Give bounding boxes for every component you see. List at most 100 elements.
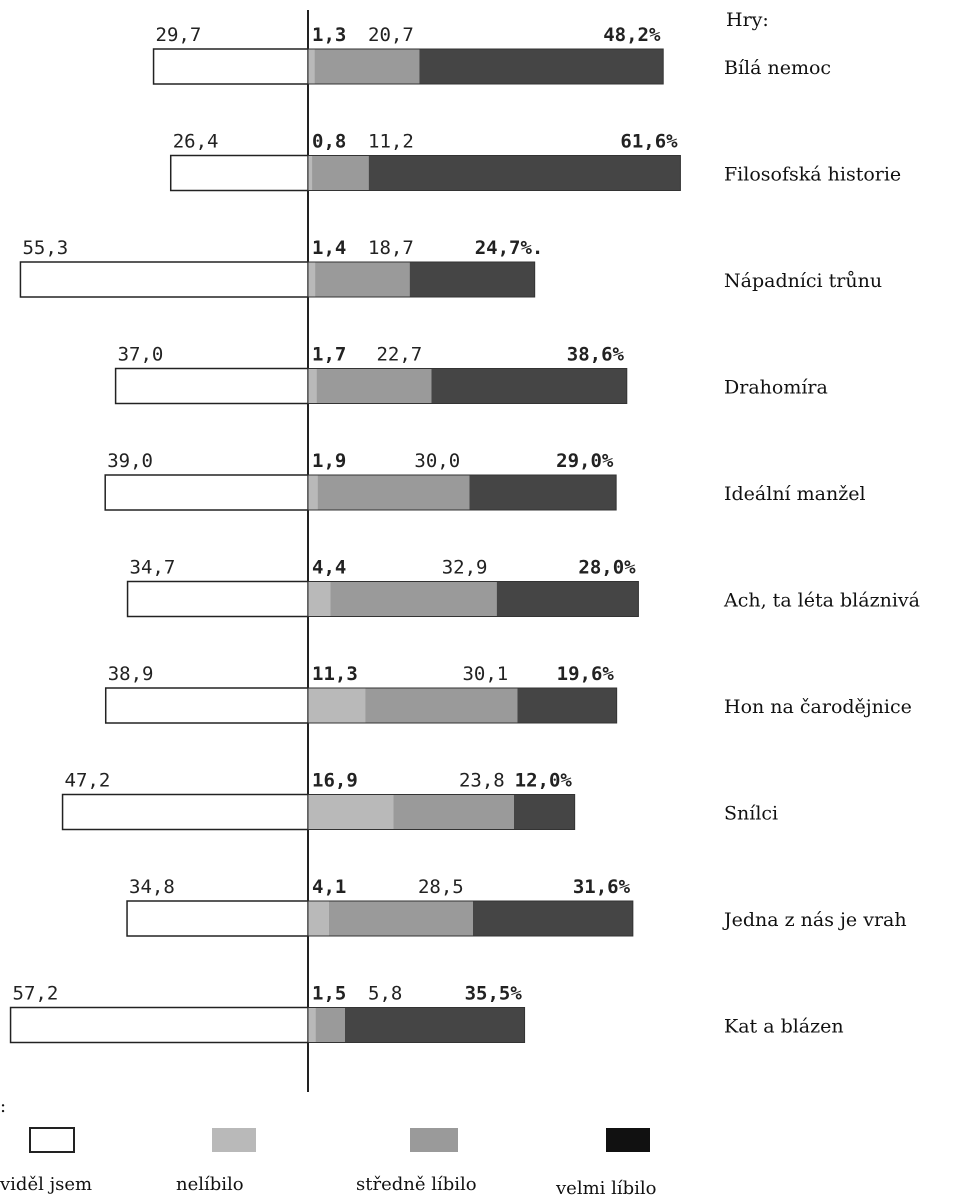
legend-swatch	[606, 1128, 650, 1152]
bar-liked	[513, 794, 575, 830]
category-label: Bílá nemoc	[724, 57, 831, 79]
bar-seen	[114, 367, 309, 405]
label-medium: 30,1	[462, 663, 508, 685]
category-label: Drahomíra	[724, 377, 828, 399]
bar-seen	[61, 793, 309, 831]
bar-seen	[19, 261, 309, 298]
legend-label: viděl jsem	[0, 1174, 92, 1195]
label-disliked: 0,8	[312, 131, 346, 153]
legend-label: nelíbilo	[176, 1174, 244, 1195]
bar-disliked	[308, 1007, 316, 1043]
bar-liked	[409, 262, 535, 297]
label-medium: 23,8	[459, 770, 505, 792]
category-label: Ideální manžel	[724, 483, 866, 505]
bar-row: 57,2 1,5 5,8 35,5% Kat a blázen	[9, 983, 844, 1044]
bar-disliked	[308, 901, 329, 936]
bar-row: 47,2 16,9 23,8 12,0% Snílci	[61, 770, 778, 831]
label-liked: 61,6%	[620, 131, 678, 153]
label-seen: 39,0	[107, 450, 153, 472]
bar-outline	[307, 794, 576, 830]
label-disliked: 16,9	[312, 770, 358, 792]
category-label: Snílci	[724, 803, 778, 825]
label-seen: 26,4	[173, 131, 219, 153]
bar-outline	[307, 581, 639, 617]
label-liked: 12,0%	[515, 770, 573, 792]
label-medium: 30,0	[414, 450, 460, 472]
bar-disliked	[308, 688, 366, 723]
bar-disliked	[308, 49, 315, 84]
bar-outline	[307, 1007, 526, 1043]
label-seen: 47,2	[65, 770, 111, 792]
legend-swatch	[410, 1128, 458, 1152]
label-seen: 34,8	[129, 876, 175, 898]
label-liked: 48,2%	[603, 24, 661, 46]
label-liked: 29,0%	[556, 450, 614, 472]
bar-row: 55,3 1,4 18,7 24,7%. Nápadníci trůnu	[19, 237, 882, 298]
bar-row: 26,4 0,8 11,2 61,6% Filosofská historie	[169, 131, 901, 192]
label-seen: 37,0	[118, 344, 164, 366]
label-medium: 11,2	[368, 131, 414, 153]
bar-liked	[344, 1007, 525, 1043]
label-seen: 55,3	[22, 237, 68, 259]
bar-row: 34,7 4,4 32,9 28,0% Ach, ta léta bláznivá	[126, 557, 920, 618]
legend-swatch	[29, 1127, 75, 1153]
bar-outline	[307, 368, 628, 404]
bar-seen	[126, 580, 309, 618]
bar-row: 38,9 11,3 30,1 19,6% Hon na čarodějnice	[104, 663, 912, 724]
bar-medium	[314, 49, 420, 84]
bar-disliked	[308, 262, 316, 297]
label-disliked: 4,4	[312, 557, 346, 579]
label-disliked: 11,3	[312, 663, 358, 685]
label-disliked: 4,1	[312, 876, 346, 898]
bar-liked	[469, 475, 617, 510]
label-medium: 32,9	[442, 557, 488, 579]
legend-label: středně líbilo	[356, 1174, 477, 1195]
bar-outline	[307, 261, 536, 298]
legend-swatch	[212, 1128, 256, 1152]
bar-liked	[496, 581, 639, 617]
bar-medium	[365, 688, 518, 723]
category-label: Ach, ta léta bláznivá	[723, 590, 920, 612]
bar-seen	[104, 474, 309, 511]
bar-medium	[315, 1007, 345, 1043]
category-label: Kat a blázen	[724, 1016, 844, 1038]
bar-disliked	[308, 794, 394, 830]
bar-outline	[307, 155, 681, 191]
bar-liked	[368, 155, 681, 191]
label-seen: 29,7	[156, 24, 202, 46]
label-medium: 5,8	[368, 983, 402, 1005]
label-disliked: 1,7	[312, 344, 346, 366]
bar-medium	[393, 794, 514, 830]
bar-seen	[104, 687, 309, 724]
bar-liked	[472, 901, 633, 936]
category-label: Filosofská historie	[724, 164, 901, 186]
label-disliked: 1,5	[312, 983, 346, 1005]
bar-disliked	[308, 155, 313, 191]
bar-seen	[9, 1006, 309, 1044]
bar-liked	[431, 368, 627, 404]
bar-seen	[152, 48, 309, 85]
bar-medium	[317, 475, 470, 510]
bar-medium	[330, 581, 497, 617]
bar-medium	[315, 262, 410, 297]
label-liked: 31,6%	[573, 876, 631, 898]
category-header: Hry:	[726, 9, 769, 31]
bar-outline	[307, 687, 618, 724]
label-liked: 38,6%	[567, 344, 625, 366]
label-seen: 57,2	[13, 983, 59, 1005]
bar-seen	[169, 154, 309, 192]
bar-seen	[126, 900, 309, 937]
legend-label: velmi líbilo	[555, 1178, 657, 1199]
label-medium: 20,7	[368, 24, 414, 46]
bar-outline	[307, 474, 617, 511]
bar-row: 29,7 1,3 20,7 48,2% Bílá nemoc	[152, 24, 831, 85]
category-label: Jedna z nás je vrah	[722, 909, 907, 931]
category-label: Nápadníci trůnu	[724, 270, 882, 292]
legend-title: :	[0, 1096, 6, 1117]
bar-medium	[312, 155, 369, 191]
label-medium: 28,5	[418, 876, 464, 898]
bar-row: 39,0 1,9 30,0 29,0% Ideální manžel	[104, 450, 866, 511]
bar-disliked	[308, 475, 318, 510]
label-seen: 34,7	[130, 557, 176, 579]
label-disliked: 1,4	[312, 237, 346, 259]
